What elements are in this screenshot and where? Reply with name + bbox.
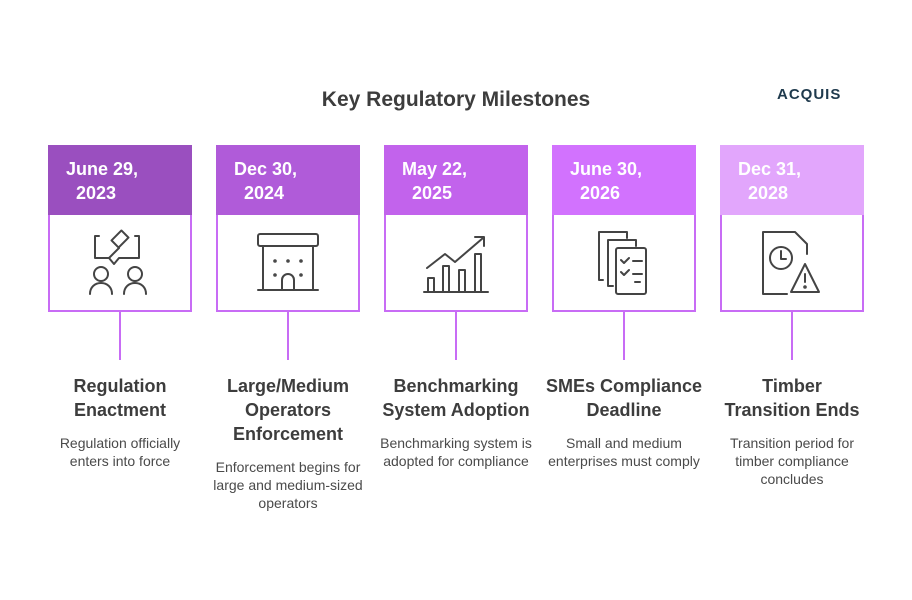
milestone-1: June 29, 2023 bbox=[48, 145, 192, 360]
page-title: Key Regulatory Milestones bbox=[321, 88, 591, 111]
date-line-1: May 22, bbox=[402, 159, 468, 179]
milestone-heading: Benchmarking System Adoption bbox=[382, 376, 530, 420]
date-line-1: Dec 31, bbox=[738, 159, 802, 179]
milestone-description: Enforcement begins for large and medium-… bbox=[213, 459, 363, 511]
milestone-date: May 22, 2025 bbox=[384, 145, 528, 215]
date-line-2: 2024 bbox=[244, 183, 285, 203]
milestone-heading: Large/Medium Operators Enforcement bbox=[226, 376, 350, 444]
milestone-text: Timber Transition Ends Transition period… bbox=[724, 374, 860, 488]
milestone-description: Benchmarking system is adopted for compl… bbox=[380, 435, 532, 469]
connector-line bbox=[455, 312, 457, 360]
connector-line bbox=[119, 312, 121, 360]
icon-box bbox=[552, 215, 696, 312]
icon-box bbox=[384, 215, 528, 312]
milestone-date: Dec 30, 2024 bbox=[216, 145, 360, 215]
milestone-heading: Regulation Enactment bbox=[73, 376, 167, 420]
date-line-2: 2026 bbox=[580, 183, 621, 203]
milestone-heading: Timber Transition Ends bbox=[724, 376, 860, 420]
milestone-2: Dec 30, 2024 bbox=[216, 145, 360, 360]
date-line-1: June 29, bbox=[66, 159, 139, 179]
checklist-documents-icon bbox=[598, 230, 647, 295]
milestone-date: June 29, 2023 bbox=[48, 145, 192, 215]
milestone-5: Dec 31, 2028 bbox=[720, 145, 864, 360]
milestone-description: Small and medium enterprises must comply bbox=[548, 435, 700, 469]
connector-line bbox=[791, 312, 793, 360]
bar-chart-growth-icon bbox=[423, 235, 489, 293]
date-line-2: 2023 bbox=[76, 183, 117, 203]
date-line-1: June 30, bbox=[570, 159, 643, 179]
connector-line bbox=[623, 312, 625, 360]
icon-box bbox=[720, 215, 864, 312]
connector-line bbox=[287, 312, 289, 360]
milestone-text: Large/Medium Operators Enforcement Enfor… bbox=[204, 374, 372, 512]
milestone-text: SMEs Compliance Deadline Small and mediu… bbox=[540, 374, 708, 470]
milestone-text: Regulation Enactment Regulation official… bbox=[52, 374, 188, 470]
milestone-3: May 22, 2025 bbox=[384, 145, 528, 360]
date-line-2: 2028 bbox=[748, 183, 789, 203]
building-icon bbox=[257, 232, 319, 291]
milestone-description: Transition period for timber compliance … bbox=[730, 435, 854, 487]
document-clock-warning-icon bbox=[762, 230, 820, 295]
milestone-4: June 30, 2026 bbox=[552, 145, 696, 360]
icon-box bbox=[48, 215, 192, 312]
gavel-discussion-icon bbox=[89, 229, 147, 295]
milestone-description: Regulation officially enters into force bbox=[59, 435, 181, 469]
milestone-date: June 30, 2026 bbox=[552, 145, 696, 215]
icon-box bbox=[216, 215, 360, 312]
milestone-date: Dec 31, 2028 bbox=[720, 145, 864, 215]
date-line-2: 2025 bbox=[412, 183, 453, 203]
logo: ACQUIS bbox=[777, 86, 842, 103]
milestone-heading: SMEs Compliance Deadline bbox=[545, 376, 703, 420]
milestone-text: Benchmarking System Adoption Benchmarkin… bbox=[372, 374, 540, 470]
date-line-1: Dec 30, bbox=[234, 159, 298, 179]
